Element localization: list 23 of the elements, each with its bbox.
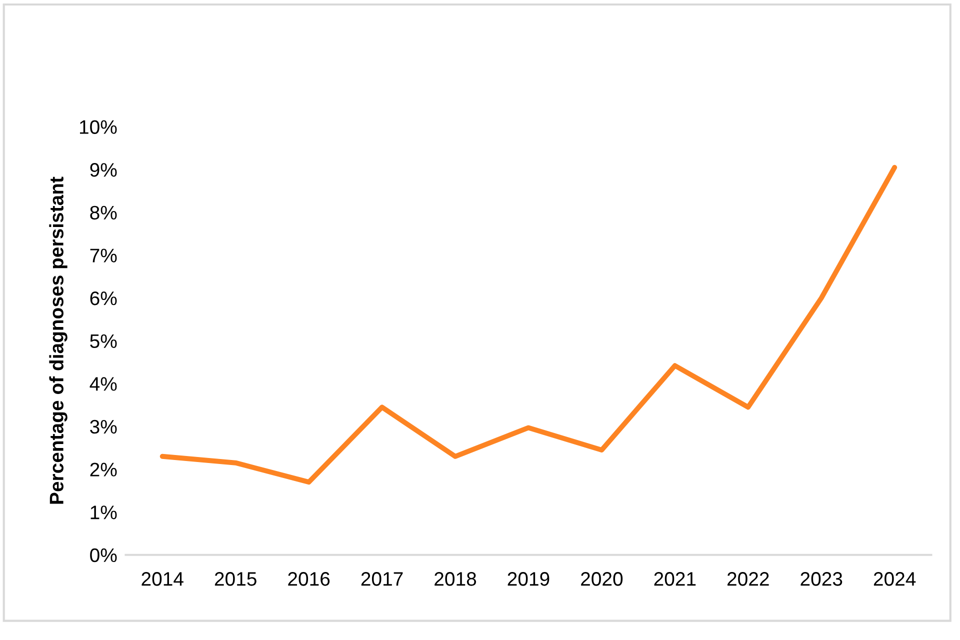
x-tick-label: 2018: [434, 572, 476, 586]
x-tick-label: 2019: [508, 572, 550, 586]
x-tick-label: 2020: [581, 572, 623, 586]
x-tick-label: 2024: [874, 572, 916, 586]
y-tick-label: 2%: [90, 462, 117, 476]
x-tick-label: 2014: [142, 572, 184, 586]
y-tick-label: 10%: [80, 120, 117, 134]
y-tick-label: 8%: [90, 206, 117, 220]
x-tick-label: 2015: [214, 572, 256, 586]
x-tick-label: 2021: [654, 572, 696, 586]
y-tick-label: 7%: [90, 248, 117, 262]
x-tick-label: 2017: [361, 572, 403, 586]
x-tick-label: 2022: [728, 572, 769, 586]
y-tick-label: 4%: [90, 377, 117, 391]
x-tick-label: 2023: [800, 572, 842, 586]
y-tick-label: 6%: [90, 291, 117, 306]
y-tick-label: 1%: [90, 506, 117, 520]
y-axis-title: Percentage of diagnoses persistant: [49, 176, 68, 504]
y-tick-label: 5%: [90, 334, 117, 348]
y-tick-label: 3%: [90, 420, 117, 434]
x-tick-label: 2016: [288, 572, 330, 586]
y-tick-label: 0%: [90, 548, 117, 562]
y-tick-label: 9%: [90, 163, 117, 177]
